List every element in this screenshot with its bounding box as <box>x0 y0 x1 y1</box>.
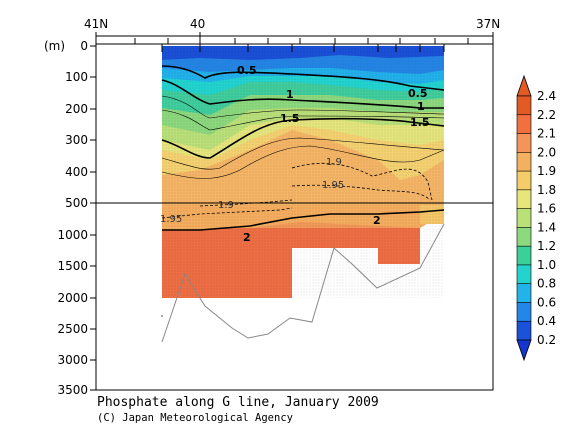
depth-label-200: 200 <box>65 102 88 116</box>
contour-lines <box>161 65 445 231</box>
contour-label-0-5-right: 0.5 <box>408 87 428 100</box>
station-tick-marks <box>161 44 445 52</box>
colorbar-swatch <box>516 320 532 341</box>
contour-2 <box>162 209 445 231</box>
colorbar-label: 0.6 <box>537 295 556 309</box>
depth-label-500: 500 <box>65 196 88 210</box>
colorbar-swatch <box>516 189 532 210</box>
colorbar-swatch <box>516 114 532 135</box>
chart-title: Phosphate along G line, January 2009 <box>97 395 379 410</box>
depth-label-3500: 3500 <box>57 383 88 397</box>
contour-label-1-5-left: 1.5 <box>280 112 300 125</box>
contour-label-1-left: 1 <box>286 88 294 101</box>
depth-unit-label: (m) <box>44 39 65 53</box>
contour-1-2 <box>161 95 445 119</box>
contour-label-1-right: 1 <box>417 100 425 113</box>
station-marker <box>161 315 163 317</box>
depth-label-1500: 1500 <box>57 259 88 273</box>
colorbar-bottom-arrow <box>516 339 532 362</box>
colorbar-swatch <box>516 283 532 304</box>
colorbar-swatch <box>516 95 532 116</box>
colorbar-swatch <box>516 264 532 285</box>
depth-label-2000: 2000 <box>57 291 88 305</box>
contour-1-3 <box>161 109 445 131</box>
colorbar-label: 2.4 <box>537 89 556 103</box>
colorbar-label: 1.0 <box>537 258 556 272</box>
contour-label-1-95-upper: 1.95 <box>322 180 344 191</box>
depth-axis-ticks <box>90 45 96 391</box>
contour-label-1-95-lower: 1.95 <box>160 214 182 225</box>
colorbar-label: 1.8 <box>537 183 556 197</box>
lat-label-41n: 41N <box>84 17 108 31</box>
contour-1-9 <box>291 162 433 201</box>
colorbar-label: 1.2 <box>537 239 556 253</box>
colorbar-swatch <box>516 133 532 153</box>
contour-label-2-right: 2 <box>373 214 381 227</box>
colorbar-label: 1.9 <box>537 164 556 178</box>
colorbar-swatch <box>516 152 532 172</box>
contour-label-1-9-lower: 1.9 <box>218 200 234 211</box>
chart-credit: (C) Japan Meteorological Agency <box>97 412 293 424</box>
contour-1-5 <box>161 117 445 159</box>
colorbar-swatch <box>516 170 532 191</box>
contour-1-95 <box>291 184 431 201</box>
contour-1-95-lower <box>161 207 293 219</box>
colorbar-label: 1.6 <box>537 202 556 216</box>
depth-axis-labels: 0 100 200 300 400 500 1000 1500 2000 250… <box>57 39 88 397</box>
contour-1 <box>161 79 444 109</box>
contour-1-7 <box>161 145 445 179</box>
colorbar-label: 0.2 <box>537 333 556 347</box>
depth-label-2500: 2500 <box>57 322 88 336</box>
colorbar-labels: 2.4 2.2 2.1 2.0 1.9 1.8 1.6 1.4 1.2 1.0 0.8 0.6 0.4 0… <box>537 89 556 347</box>
colorbar-label: 1.4 <box>537 220 556 234</box>
colorbar-top-arrow <box>516 74 532 97</box>
contour-label-group: 0.5 0.5 1 1 1.5 1.5 1.9 1.95 1.95 1.9 2 … <box>160 64 430 244</box>
colorbar-label: 2.2 <box>537 108 556 122</box>
colorbar-label: 0.8 <box>537 277 556 291</box>
depth-label-400: 400 <box>65 165 88 179</box>
plot-frame <box>95 43 494 391</box>
field-dot-texture <box>162 46 444 298</box>
contour-1-6 <box>161 137 445 170</box>
lat-label-40: 40 <box>190 17 205 31</box>
lat-label-37n: 37N <box>476 17 500 31</box>
colorbar-label: 2.0 <box>537 145 556 159</box>
depth-label-0: 0 <box>80 39 88 53</box>
colorbar-label: 2.1 <box>537 127 556 141</box>
colorbar-swatch <box>516 227 532 247</box>
bottom-topography-line <box>161 223 445 343</box>
depth-label-300: 300 <box>65 133 88 147</box>
colorbar-swatch <box>516 208 532 228</box>
contour-label-1-9-upper: 1.9 <box>326 157 342 168</box>
colorbar-swatch <box>516 302 532 322</box>
depth-label-1000: 1000 <box>57 228 88 242</box>
contour-0-5 <box>161 65 445 91</box>
depth-label-3000: 3000 <box>57 353 88 367</box>
colorbar-label: 0.4 <box>537 314 556 328</box>
contour-label-1-5-right: 1.5 <box>410 116 430 129</box>
colorbar-swatch <box>516 245 532 266</box>
depth-label-100: 100 <box>65 70 88 84</box>
contour-label-2-left: 2 <box>243 231 251 244</box>
colorbar <box>516 74 532 362</box>
contour-label-0-5-left: 0.5 <box>237 64 257 77</box>
top-axis <box>95 32 494 44</box>
